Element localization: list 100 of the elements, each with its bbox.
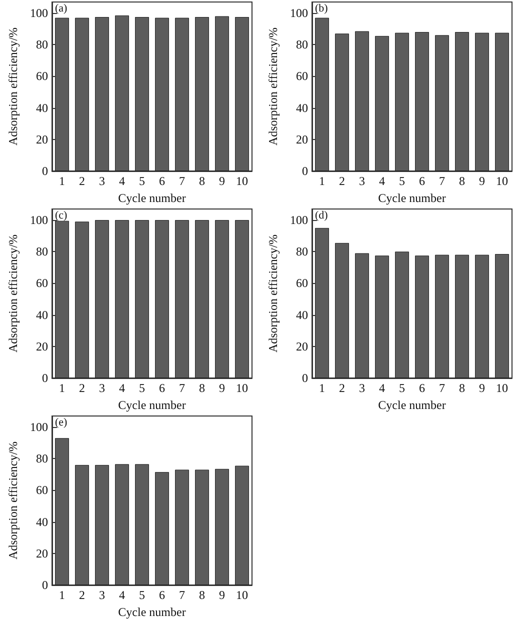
x-tick-label: 2 (79, 381, 85, 395)
x-tick-label: 10 (496, 174, 508, 188)
bar (55, 438, 69, 585)
x-tick-label: 9 (219, 174, 225, 188)
y-tick-label: 40 (296, 100, 308, 115)
x-tick-label: 1 (319, 174, 325, 188)
bar (415, 32, 429, 171)
x-tick-label: 4 (379, 381, 385, 395)
x-tick-label: 1 (319, 381, 325, 395)
x-tick-label: 9 (479, 381, 485, 395)
x-axis-title: Cycle number (378, 398, 446, 412)
y-tick-label: 60 (296, 69, 308, 84)
x-tick-label: 3 (99, 588, 105, 602)
y-tick-label: 0 (302, 164, 308, 178)
y-tick-label: 60 (296, 276, 308, 290)
x-tick-label: 6 (159, 588, 165, 602)
x-tick-label: 10 (236, 174, 248, 188)
x-tick-label: 3 (359, 174, 365, 188)
x-tick-label: 8 (199, 588, 205, 602)
annotation: (d) (315, 210, 328, 222)
y-tick-label: 100 (30, 420, 48, 434)
x-tick-label: 7 (179, 174, 185, 188)
y-tick-label: 0 (42, 164, 48, 178)
x-tick-label: 8 (459, 174, 465, 188)
y-tick-label: 40 (36, 308, 48, 322)
x-tick-label: 5 (139, 174, 145, 188)
y-tick-label: 80 (296, 244, 308, 259)
annotation: (b) (315, 2, 328, 14)
x-tick-label: 8 (459, 381, 465, 395)
bar (475, 32, 489, 171)
x-tick-label: 4 (119, 174, 125, 188)
y-tick-label: 60 (36, 276, 48, 290)
bar (155, 472, 169, 585)
x-tick-label: 5 (139, 588, 145, 602)
bar (315, 18, 329, 171)
y-axis-title: Adsorption efficiency/% (266, 234, 280, 353)
x-tick-label: 2 (79, 588, 85, 602)
bar (195, 470, 209, 585)
y-tick-label: 20 (36, 546, 48, 560)
bar (75, 464, 89, 585)
bar (175, 470, 189, 585)
y-tick-label: 60 (36, 483, 48, 498)
x-tick-label: 2 (339, 174, 345, 188)
x-tick-label: 6 (159, 381, 165, 395)
y-axis-title: Adsorption efficiency/% (6, 234, 20, 353)
x-tick-label: 7 (439, 381, 445, 395)
x-tick-label: 4 (119, 381, 125, 395)
x-tick-label: 1 (59, 381, 65, 395)
annotation: (e) (55, 416, 68, 428)
y-axis-title: Adsorption efficiency/% (6, 441, 20, 560)
bar (495, 32, 509, 171)
x-tick-label: 1 (59, 174, 65, 188)
y-tick-label: 40 (36, 100, 48, 115)
bar (95, 464, 109, 585)
bar (135, 464, 149, 585)
x-tick-label: 4 (379, 174, 385, 188)
x-tick-label: 5 (139, 381, 145, 395)
bar (395, 32, 409, 171)
bar (355, 31, 369, 171)
annotation: (c) (55, 210, 68, 222)
bar (215, 468, 229, 585)
y-tick-label: 20 (36, 132, 48, 146)
x-tick-label: 8 (199, 174, 205, 188)
x-axis-title: Cycle number (118, 398, 186, 412)
x-tick-label: 9 (219, 588, 225, 602)
y-tick-label: 80 (36, 38, 48, 52)
x-axis-title: Cycle number (118, 604, 186, 619)
x-tick-label: 2 (339, 381, 345, 395)
x-tick-label: 6 (419, 174, 425, 188)
x-tick-label: 10 (236, 588, 248, 602)
bar (115, 464, 129, 585)
x-tick-label: 2 (79, 174, 85, 188)
x-tick-label: 9 (219, 381, 225, 395)
bar (335, 34, 349, 171)
y-tick-label: 40 (36, 514, 48, 529)
y-axis-title: Adsorption efficiency/% (6, 27, 20, 146)
x-tick-label: 4 (119, 588, 125, 602)
x-tick-label: 7 (179, 588, 185, 602)
x-tick-label: 9 (479, 174, 485, 188)
x-tick-label: 10 (496, 381, 508, 395)
y-tick-label: 20 (36, 339, 48, 354)
x-tick-label: 7 (439, 174, 445, 188)
y-tick-label: 80 (36, 452, 48, 466)
x-tick-label: 10 (236, 381, 248, 395)
x-tick-label: 7 (179, 381, 185, 395)
y-tick-label: 100 (290, 213, 308, 228)
x-tick-label: 1 (59, 588, 65, 602)
y-tick-label: 20 (296, 339, 308, 354)
y-tick-label: 80 (36, 244, 48, 259)
y-tick-label: 0 (302, 371, 308, 385)
x-tick-label: 3 (99, 174, 105, 188)
bar (375, 36, 389, 171)
x-tick-label: 8 (199, 381, 205, 395)
y-axis-title: Adsorption efficiency/% (266, 27, 280, 146)
x-tick-label: 6 (419, 381, 425, 395)
y-tick-label: 0 (42, 371, 48, 385)
bar (455, 32, 469, 171)
y-tick-label: 80 (296, 38, 308, 52)
x-axis-title: Cycle number (378, 190, 446, 205)
annotation: (a) (55, 2, 68, 14)
